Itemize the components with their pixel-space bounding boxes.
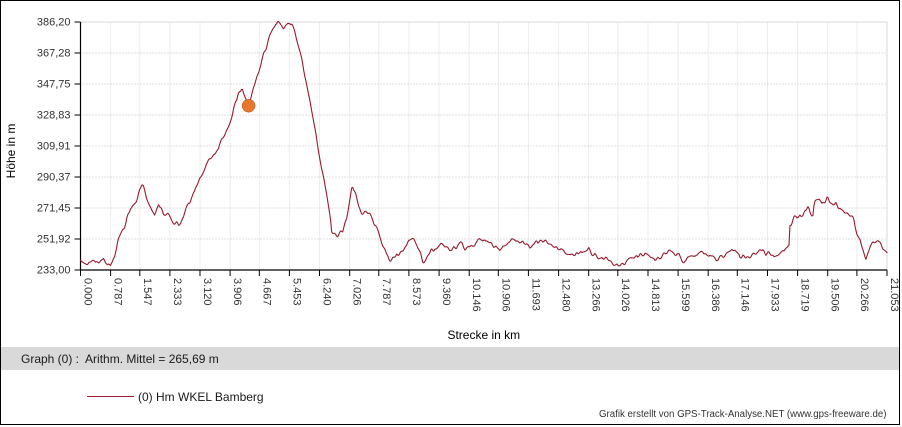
svg-text:309,91: 309,91 <box>37 141 71 153</box>
svg-text:17.933: 17.933 <box>769 278 781 312</box>
svg-text:13.266: 13.266 <box>590 278 602 312</box>
svg-text:290,37: 290,37 <box>37 172 71 184</box>
svg-text:15.599: 15.599 <box>679 278 691 312</box>
svg-text:0.000: 0.000 <box>82 278 94 306</box>
svg-text:11.693: 11.693 <box>529 278 541 311</box>
svg-text:12.480: 12.480 <box>560 278 572 312</box>
svg-text:2.333: 2.333 <box>171 278 183 306</box>
svg-text:19.506: 19.506 <box>829 278 841 312</box>
svg-text:386,20: 386,20 <box>37 17 71 29</box>
svg-text:7.026: 7.026 <box>351 278 363 306</box>
svg-text:3.120: 3.120 <box>201 278 213 306</box>
svg-text:Höhe in m: Höhe in m <box>4 124 18 179</box>
svg-text:Strecke in km: Strecke in km <box>447 328 520 342</box>
svg-text:328,83: 328,83 <box>37 110 71 122</box>
svg-text:233,00: 233,00 <box>37 265 71 277</box>
svg-text:5.453: 5.453 <box>290 278 302 306</box>
svg-text:251,92: 251,92 <box>37 234 71 246</box>
svg-text:4.667: 4.667 <box>260 278 272 306</box>
svg-text:367,28: 367,28 <box>37 48 71 60</box>
svg-text:17.146: 17.146 <box>738 278 750 312</box>
svg-text:7.787: 7.787 <box>380 278 392 306</box>
svg-text:16.386: 16.386 <box>709 278 721 312</box>
svg-text:14.026: 14.026 <box>619 278 631 312</box>
svg-text:271,45: 271,45 <box>37 203 71 215</box>
svg-text:347,75: 347,75 <box>37 79 71 91</box>
svg-text:10.146: 10.146 <box>470 278 482 312</box>
svg-text:3.906: 3.906 <box>231 278 243 306</box>
svg-text:1.547: 1.547 <box>141 278 153 306</box>
svg-text:8.573: 8.573 <box>410 278 422 306</box>
svg-text:9.360: 9.360 <box>440 278 452 306</box>
svg-text:18.719: 18.719 <box>799 278 811 312</box>
svg-text:0.787: 0.787 <box>112 278 124 306</box>
svg-text:14.813: 14.813 <box>649 278 661 312</box>
svg-text:21.053: 21.053 <box>888 278 900 312</box>
svg-text:10.906: 10.906 <box>499 278 511 312</box>
svg-text:20.266: 20.266 <box>858 278 870 312</box>
svg-text:6.240: 6.240 <box>321 278 333 306</box>
